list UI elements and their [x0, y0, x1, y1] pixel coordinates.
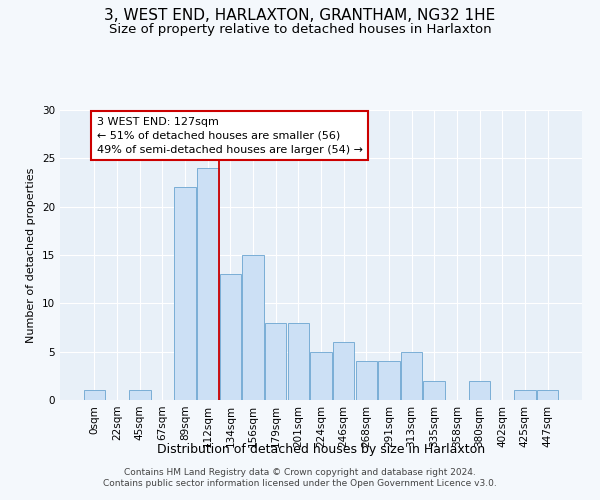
Bar — [265, 322, 286, 400]
Bar — [378, 362, 400, 400]
Bar — [537, 390, 558, 400]
Bar — [84, 390, 105, 400]
Bar — [175, 188, 196, 400]
Text: 3 WEST END: 127sqm
← 51% of detached houses are smaller (56)
49% of semi-detache: 3 WEST END: 127sqm ← 51% of detached hou… — [97, 117, 363, 155]
Bar — [424, 380, 445, 400]
Bar — [514, 390, 536, 400]
Text: Size of property relative to detached houses in Harlaxton: Size of property relative to detached ho… — [109, 22, 491, 36]
Text: Distribution of detached houses by size in Harlaxton: Distribution of detached houses by size … — [157, 442, 485, 456]
Y-axis label: Number of detached properties: Number of detached properties — [26, 168, 37, 342]
Bar — [287, 322, 309, 400]
Bar — [220, 274, 241, 400]
Bar — [333, 342, 355, 400]
Bar — [469, 380, 490, 400]
Bar — [310, 352, 332, 400]
Bar — [129, 390, 151, 400]
Bar — [242, 255, 264, 400]
Bar — [356, 362, 377, 400]
Bar — [401, 352, 422, 400]
Text: 3, WEST END, HARLAXTON, GRANTHAM, NG32 1HE: 3, WEST END, HARLAXTON, GRANTHAM, NG32 1… — [104, 8, 496, 22]
Bar — [197, 168, 218, 400]
Text: Contains HM Land Registry data © Crown copyright and database right 2024.
Contai: Contains HM Land Registry data © Crown c… — [103, 468, 497, 487]
